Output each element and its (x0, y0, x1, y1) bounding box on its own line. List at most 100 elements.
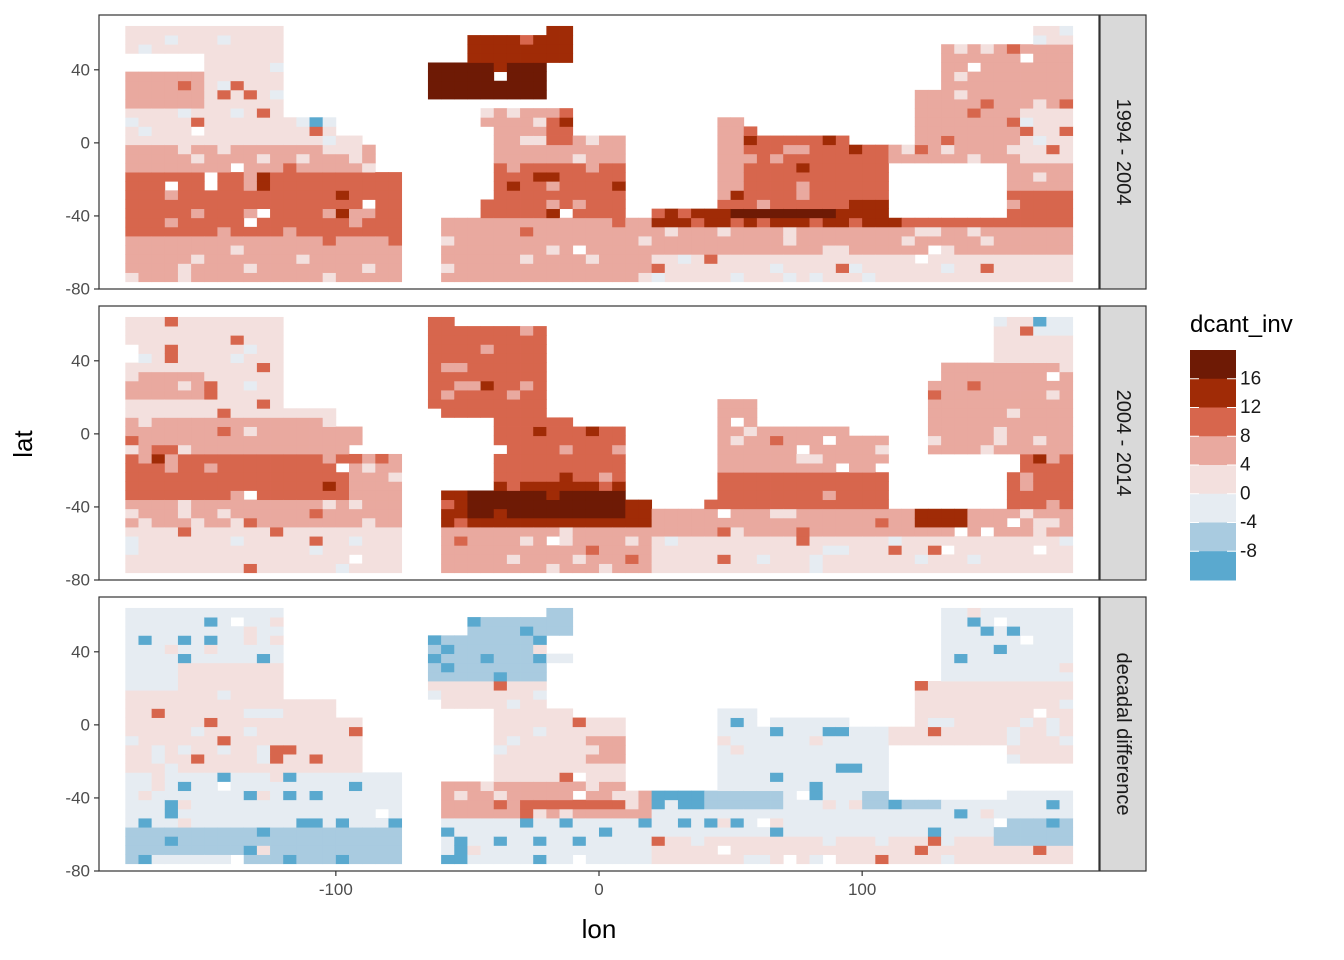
heatmap-cell (954, 53, 968, 63)
heatmap-cell (191, 380, 205, 391)
heatmap-cell (138, 44, 153, 54)
heatmap-cell (164, 126, 179, 136)
heatmap-cell (599, 199, 613, 210)
heatmap-cell (506, 417, 521, 427)
heatmap-cell (1006, 126, 1021, 136)
heatmap-cell (243, 236, 258, 246)
heatmap-cell (546, 263, 560, 273)
heatmap-cell (467, 671, 481, 682)
heatmap-cell (243, 362, 258, 373)
heatmap-cell (204, 144, 218, 155)
heatmap-cell (362, 254, 376, 264)
heatmap-cell (493, 335, 508, 345)
heatmap-cell (770, 836, 784, 846)
heatmap-cell (520, 754, 534, 764)
heatmap-cell (493, 53, 508, 63)
heatmap-cell (467, 799, 481, 810)
heatmap-cell (730, 726, 745, 737)
heatmap-cell (599, 744, 613, 755)
heatmap-cell (888, 818, 903, 828)
heatmap-cell (638, 790, 653, 801)
heatmap-cell (546, 708, 560, 718)
heatmap-cell (941, 653, 955, 664)
heatmap-cell (559, 827, 574, 837)
heatmap-cell (270, 62, 284, 73)
heatmap-cell (467, 818, 481, 828)
heatmap-cell (217, 690, 231, 700)
heatmap-cell (191, 563, 205, 574)
heatmap-cell (717, 453, 731, 464)
heatmap-cell (296, 408, 310, 418)
heatmap-cell (941, 53, 955, 63)
heatmap-cell (546, 781, 560, 792)
heatmap-cell (730, 426, 745, 437)
heatmap-cell (125, 326, 139, 336)
heatmap-cell (388, 499, 403, 510)
heatmap-cell (612, 845, 626, 855)
heatmap-cell (651, 545, 666, 555)
heatmap-cell (441, 527, 455, 537)
heatmap-cell (125, 25, 139, 36)
heatmap-cell (520, 463, 534, 473)
heatmap-cell (559, 463, 574, 473)
heatmap-cell (427, 71, 442, 82)
heatmap-cell (980, 226, 995, 237)
heatmap-cell (1006, 272, 1021, 283)
heatmap-cell (927, 217, 942, 228)
heatmap-cell (138, 845, 153, 855)
heatmap-cell (520, 763, 534, 773)
heatmap-cell (1020, 245, 1034, 255)
heatmap-cell (520, 671, 534, 682)
heatmap-cell (204, 263, 218, 273)
heatmap-cell (283, 508, 297, 519)
heatmap-cell (585, 144, 600, 155)
heatmap-cell (388, 490, 403, 501)
heatmap-cell (230, 444, 245, 455)
heatmap-cell (191, 671, 205, 682)
heatmap-cell (756, 444, 771, 455)
heatmap-cell (493, 463, 508, 473)
heatmap-cell (599, 181, 613, 191)
heatmap-cell (362, 781, 376, 792)
heatmap-cell (849, 463, 863, 473)
heatmap-cell (388, 226, 403, 237)
heatmap-cell (362, 554, 376, 564)
heatmap-cell (770, 190, 784, 200)
heatmap-cell (783, 563, 797, 574)
heatmap-cell (256, 644, 271, 655)
heatmap-cell (506, 435, 521, 446)
legend-label: -8 (1240, 541, 1257, 562)
heatmap-cell (375, 245, 389, 255)
heatmap-cell (520, 644, 534, 655)
x-tick-label: 100 (848, 880, 876, 899)
heatmap-cell (506, 326, 521, 336)
heatmap-cell (388, 772, 403, 782)
heatmap-cell (467, 62, 481, 73)
heatmap-cell (612, 772, 626, 782)
heatmap-cell (493, 517, 508, 528)
heatmap-cell (349, 208, 363, 219)
heatmap-cell (796, 426, 810, 437)
heatmap-cell (743, 763, 758, 773)
heatmap-cell (125, 799, 139, 810)
heatmap-cell (349, 545, 363, 555)
heatmap-cell (1006, 162, 1021, 173)
heatmap-cell (138, 353, 153, 364)
heatmap-cell (480, 362, 495, 373)
heatmap-cell (875, 254, 889, 264)
heatmap-cell (835, 818, 850, 828)
heatmap-cell (612, 426, 626, 437)
heatmap-cell (835, 508, 850, 519)
heatmap-cell (717, 117, 731, 127)
heatmap-cell (888, 508, 903, 519)
heatmap-cell (1006, 326, 1021, 336)
heatmap-cell (559, 263, 574, 273)
heatmap-cell (480, 527, 495, 537)
heatmap-cell (164, 380, 179, 391)
heatmap-cell (993, 153, 1008, 164)
heatmap-cell (835, 472, 850, 482)
heatmap-cell (520, 108, 534, 118)
heatmap-cell (862, 153, 876, 164)
heatmap-cell (612, 263, 626, 273)
heatmap-cell (809, 717, 824, 728)
